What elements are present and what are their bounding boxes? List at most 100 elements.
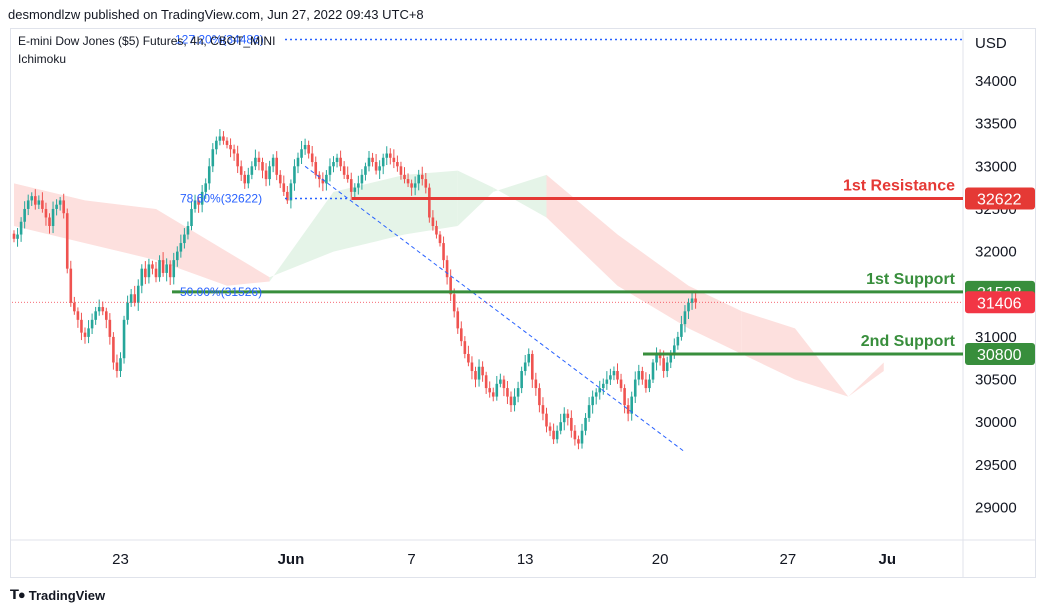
candle-body — [552, 430, 555, 440]
resistance-price-tag — [965, 187, 1035, 210]
candle-body — [403, 174, 406, 180]
candle-body — [491, 392, 495, 397]
candle-body — [314, 162, 318, 175]
candle-body — [442, 243, 445, 261]
candle-body — [16, 234, 19, 239]
candle-body — [513, 396, 516, 406]
candle-body — [580, 430, 584, 444]
candle-body — [360, 174, 364, 184]
candle-body — [151, 264, 154, 269]
ichimoku-cloud — [14, 170, 884, 397]
candle-body — [609, 375, 612, 380]
fib-trend-line — [304, 165, 686, 453]
candle-body — [239, 166, 243, 175]
cloud-segment — [688, 285, 742, 354]
candle-body — [438, 234, 442, 244]
candle-body — [332, 162, 335, 167]
resistance-level-name: 1st Resistance — [843, 178, 955, 195]
candle-body — [335, 157, 339, 163]
candle-body — [247, 174, 250, 184]
candle-body — [271, 157, 275, 167]
candle-body — [183, 234, 186, 244]
candle-body — [435, 226, 438, 235]
candle-body — [296, 157, 300, 167]
chart-lines — [12, 38, 963, 453]
candle-body — [523, 362, 527, 372]
candle-body — [193, 200, 197, 209]
candle-body — [154, 268, 158, 278]
candle-body — [673, 345, 676, 354]
candle-body — [637, 371, 641, 380]
support-price-tag — [965, 342, 1035, 365]
x-tick-label: 20 — [652, 551, 669, 568]
candle-body — [115, 362, 119, 372]
symbol-title: E-mini Dow Jones ($5) Futures, 4h, CBOT_… — [18, 34, 276, 48]
candle-body — [158, 260, 161, 278]
candle-body — [658, 353, 662, 359]
cloud-segment — [85, 200, 156, 261]
candle-body — [690, 298, 694, 303]
cloud-segment — [227, 251, 270, 286]
candle-body — [648, 379, 651, 389]
candle-body — [502, 379, 506, 389]
candle-body — [623, 388, 626, 406]
candle-body — [364, 166, 367, 175]
candle-body — [23, 208, 26, 222]
candle-body — [303, 144, 307, 150]
candle-body — [605, 379, 609, 384]
candle-body — [69, 268, 73, 303]
x-tick-label: 27 — [780, 551, 797, 568]
candle-body — [626, 405, 630, 414]
candle-body — [278, 174, 282, 184]
candle-body — [559, 422, 562, 431]
chart-grid — [10, 30, 1036, 578]
candle-body — [374, 162, 378, 171]
y-tick-label: 30000 — [975, 414, 1017, 431]
candle-body — [44, 208, 48, 218]
candle-body — [460, 328, 463, 342]
candle-body — [385, 153, 389, 158]
y-tick-label: 31000 — [975, 329, 1017, 346]
candle-body — [662, 358, 665, 372]
candle-body — [215, 140, 218, 150]
candle-body — [484, 375, 488, 389]
support-price-tag-label: 30800 — [977, 347, 1022, 364]
candle-body — [399, 166, 403, 175]
candle-body — [161, 260, 165, 273]
tradingview-logo[interactable]: 𝗧● TradingView — [10, 587, 105, 603]
candle-body — [651, 362, 655, 380]
candle-body — [218, 136, 222, 141]
candle-body — [261, 162, 264, 171]
cloud-segment — [269, 191, 334, 282]
candle-body — [101, 307, 105, 312]
x-tick-label: 13 — [517, 551, 534, 568]
candle-body — [545, 413, 548, 427]
candle-body — [587, 405, 591, 418]
y-tick-label: 30500 — [975, 372, 1017, 389]
candle-body — [655, 353, 658, 363]
y-tick-label: 33500 — [975, 116, 1017, 133]
candle-body — [200, 191, 204, 205]
candle-body — [591, 396, 594, 406]
candle-body — [378, 166, 381, 171]
candle-body — [119, 358, 122, 372]
candle-body — [470, 362, 474, 372]
candle-body — [289, 183, 293, 201]
candle-body — [282, 183, 286, 192]
candle-body — [136, 285, 140, 303]
candle-body — [310, 153, 314, 163]
candle-body — [126, 302, 129, 320]
candle-body — [76, 311, 80, 320]
candlesticks — [12, 129, 697, 450]
candle-body — [555, 430, 559, 440]
candle-body — [630, 396, 633, 414]
candle-body — [428, 187, 431, 218]
candle-body — [73, 302, 76, 312]
candle-body — [641, 371, 644, 380]
cloud-segment — [333, 174, 405, 252]
candle-body — [594, 392, 598, 397]
cloud-segment — [741, 311, 795, 380]
candle-body — [527, 353, 531, 363]
candle-body — [83, 332, 87, 337]
